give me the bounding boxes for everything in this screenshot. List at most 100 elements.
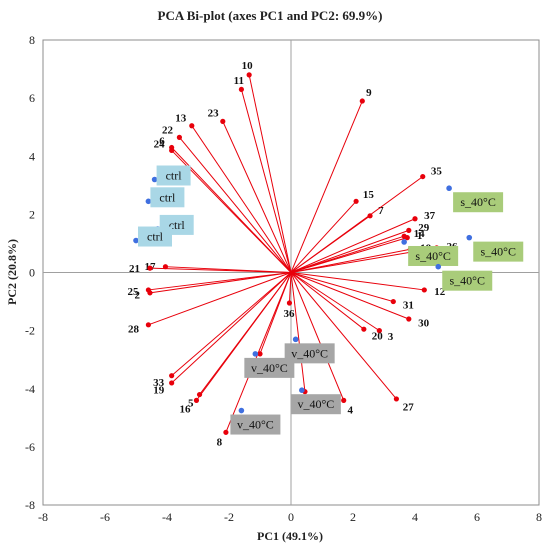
variable-label: 12 xyxy=(434,286,446,298)
x-tick-label: 8 xyxy=(536,510,542,524)
observation-label: s_40°C xyxy=(460,195,495,209)
variable-vector xyxy=(290,176,424,273)
observation-point xyxy=(435,263,442,270)
x-tick-label: 0 xyxy=(288,510,294,524)
variable-point xyxy=(257,351,263,357)
variable-vector xyxy=(288,272,292,304)
variable-point xyxy=(223,429,229,435)
variable-vector xyxy=(290,272,380,332)
observation-point xyxy=(145,198,152,205)
variable-label: 28 xyxy=(128,323,140,335)
variable-point xyxy=(193,397,200,403)
variable-label: 5 xyxy=(188,398,194,410)
variable-point xyxy=(412,216,418,222)
variable-point xyxy=(406,316,412,322)
observation-point xyxy=(466,234,473,241)
observation-point xyxy=(446,185,452,192)
variable-point xyxy=(162,264,169,270)
observation-label: v_40°C xyxy=(291,346,328,360)
variable-point xyxy=(353,198,359,204)
variable-point xyxy=(169,147,175,154)
observation-label-box xyxy=(442,270,493,291)
observation-point xyxy=(299,387,305,394)
variable-label: 8 xyxy=(217,437,223,449)
variable-label: 20 xyxy=(372,330,384,342)
observation-label-box xyxy=(290,394,341,415)
variable-label: 9 xyxy=(366,87,372,99)
variable-label: 3 xyxy=(388,331,394,343)
variable-vector xyxy=(171,272,292,377)
variable-vector xyxy=(240,89,292,273)
variable-point xyxy=(196,391,203,398)
variable-point xyxy=(246,72,252,78)
variable-vector xyxy=(290,272,306,392)
variable-point xyxy=(145,322,151,328)
observation-label: ctrl xyxy=(166,169,183,183)
observation-label-box xyxy=(150,187,185,208)
variable-vector xyxy=(149,267,292,273)
observation-label: ctrl xyxy=(169,218,186,232)
x-tick-label: 4 xyxy=(412,510,418,524)
variable-point xyxy=(176,134,182,140)
observation-label-box xyxy=(138,226,172,247)
observation-point xyxy=(292,336,299,343)
observation-label-box xyxy=(230,414,281,435)
variable-point xyxy=(421,287,427,293)
variable-vector xyxy=(148,272,292,326)
observation-label: v_40°C xyxy=(237,418,274,432)
observation-point xyxy=(238,407,245,414)
variable-point xyxy=(220,118,226,124)
variable-vector xyxy=(290,272,397,400)
variable-label: 21 xyxy=(129,263,140,275)
y-tick-label: 8 xyxy=(29,33,35,47)
y-tick-label: 2 xyxy=(29,207,35,221)
variable-vector xyxy=(171,150,292,273)
y-axis-title: PC2 (20.8%) xyxy=(5,239,19,305)
variable-label: 24 xyxy=(154,138,166,150)
observation-point xyxy=(151,176,158,183)
variable-label: 31 xyxy=(403,299,414,311)
variable-vector xyxy=(179,137,292,273)
observation-label: v_40°C xyxy=(297,397,334,411)
variable-point xyxy=(238,86,244,93)
variable-label: 33 xyxy=(153,377,165,389)
observation-label: s_40°C xyxy=(450,274,485,288)
variable-point xyxy=(401,233,407,239)
y-tick-label: -6 xyxy=(25,440,35,454)
x-axis-title: PC1 (49.1%) xyxy=(257,529,323,543)
variable-label: 35 xyxy=(431,166,443,178)
variable-label: 15 xyxy=(363,189,375,201)
x-tick-label: 2 xyxy=(350,510,356,524)
variable-label: 37 xyxy=(424,210,436,222)
observation-label-box xyxy=(453,192,504,213)
variable-point xyxy=(390,298,396,305)
variable-vectors: 1234567891011121314151617181920212223242… xyxy=(127,60,458,449)
observation-label: ctrl xyxy=(147,230,164,244)
variable-point xyxy=(147,265,153,271)
observation-label-box xyxy=(244,357,295,378)
variable-label: 16 xyxy=(180,403,192,415)
variable-point xyxy=(169,373,175,379)
variable-label: 13 xyxy=(175,112,187,124)
variable-vector xyxy=(290,235,405,273)
variable-label: 2 xyxy=(135,289,141,301)
variable-vector xyxy=(290,272,365,330)
variable-label: 36 xyxy=(283,308,295,320)
variable-vector xyxy=(290,272,345,401)
variable-vector xyxy=(290,272,409,320)
y-tick-label: 6 xyxy=(29,91,35,105)
x-tick-label: 6 xyxy=(474,510,480,524)
x-tick-label: -6 xyxy=(100,510,110,524)
x-tick-label: -4 xyxy=(162,510,172,524)
variable-point xyxy=(359,98,365,104)
variable-label: 29 xyxy=(418,222,430,234)
variable-vector xyxy=(290,272,394,303)
chart-title: PCA Bi-plot (axes PC1 and PC2: 69.9%) xyxy=(158,8,383,23)
variable-point xyxy=(286,300,293,306)
variable-label: 10 xyxy=(242,60,254,72)
variable-label: 7 xyxy=(378,205,384,217)
observation-label: v_40°C xyxy=(251,361,288,375)
observation-label: s_40°C xyxy=(481,245,516,259)
variable-point xyxy=(361,326,367,332)
